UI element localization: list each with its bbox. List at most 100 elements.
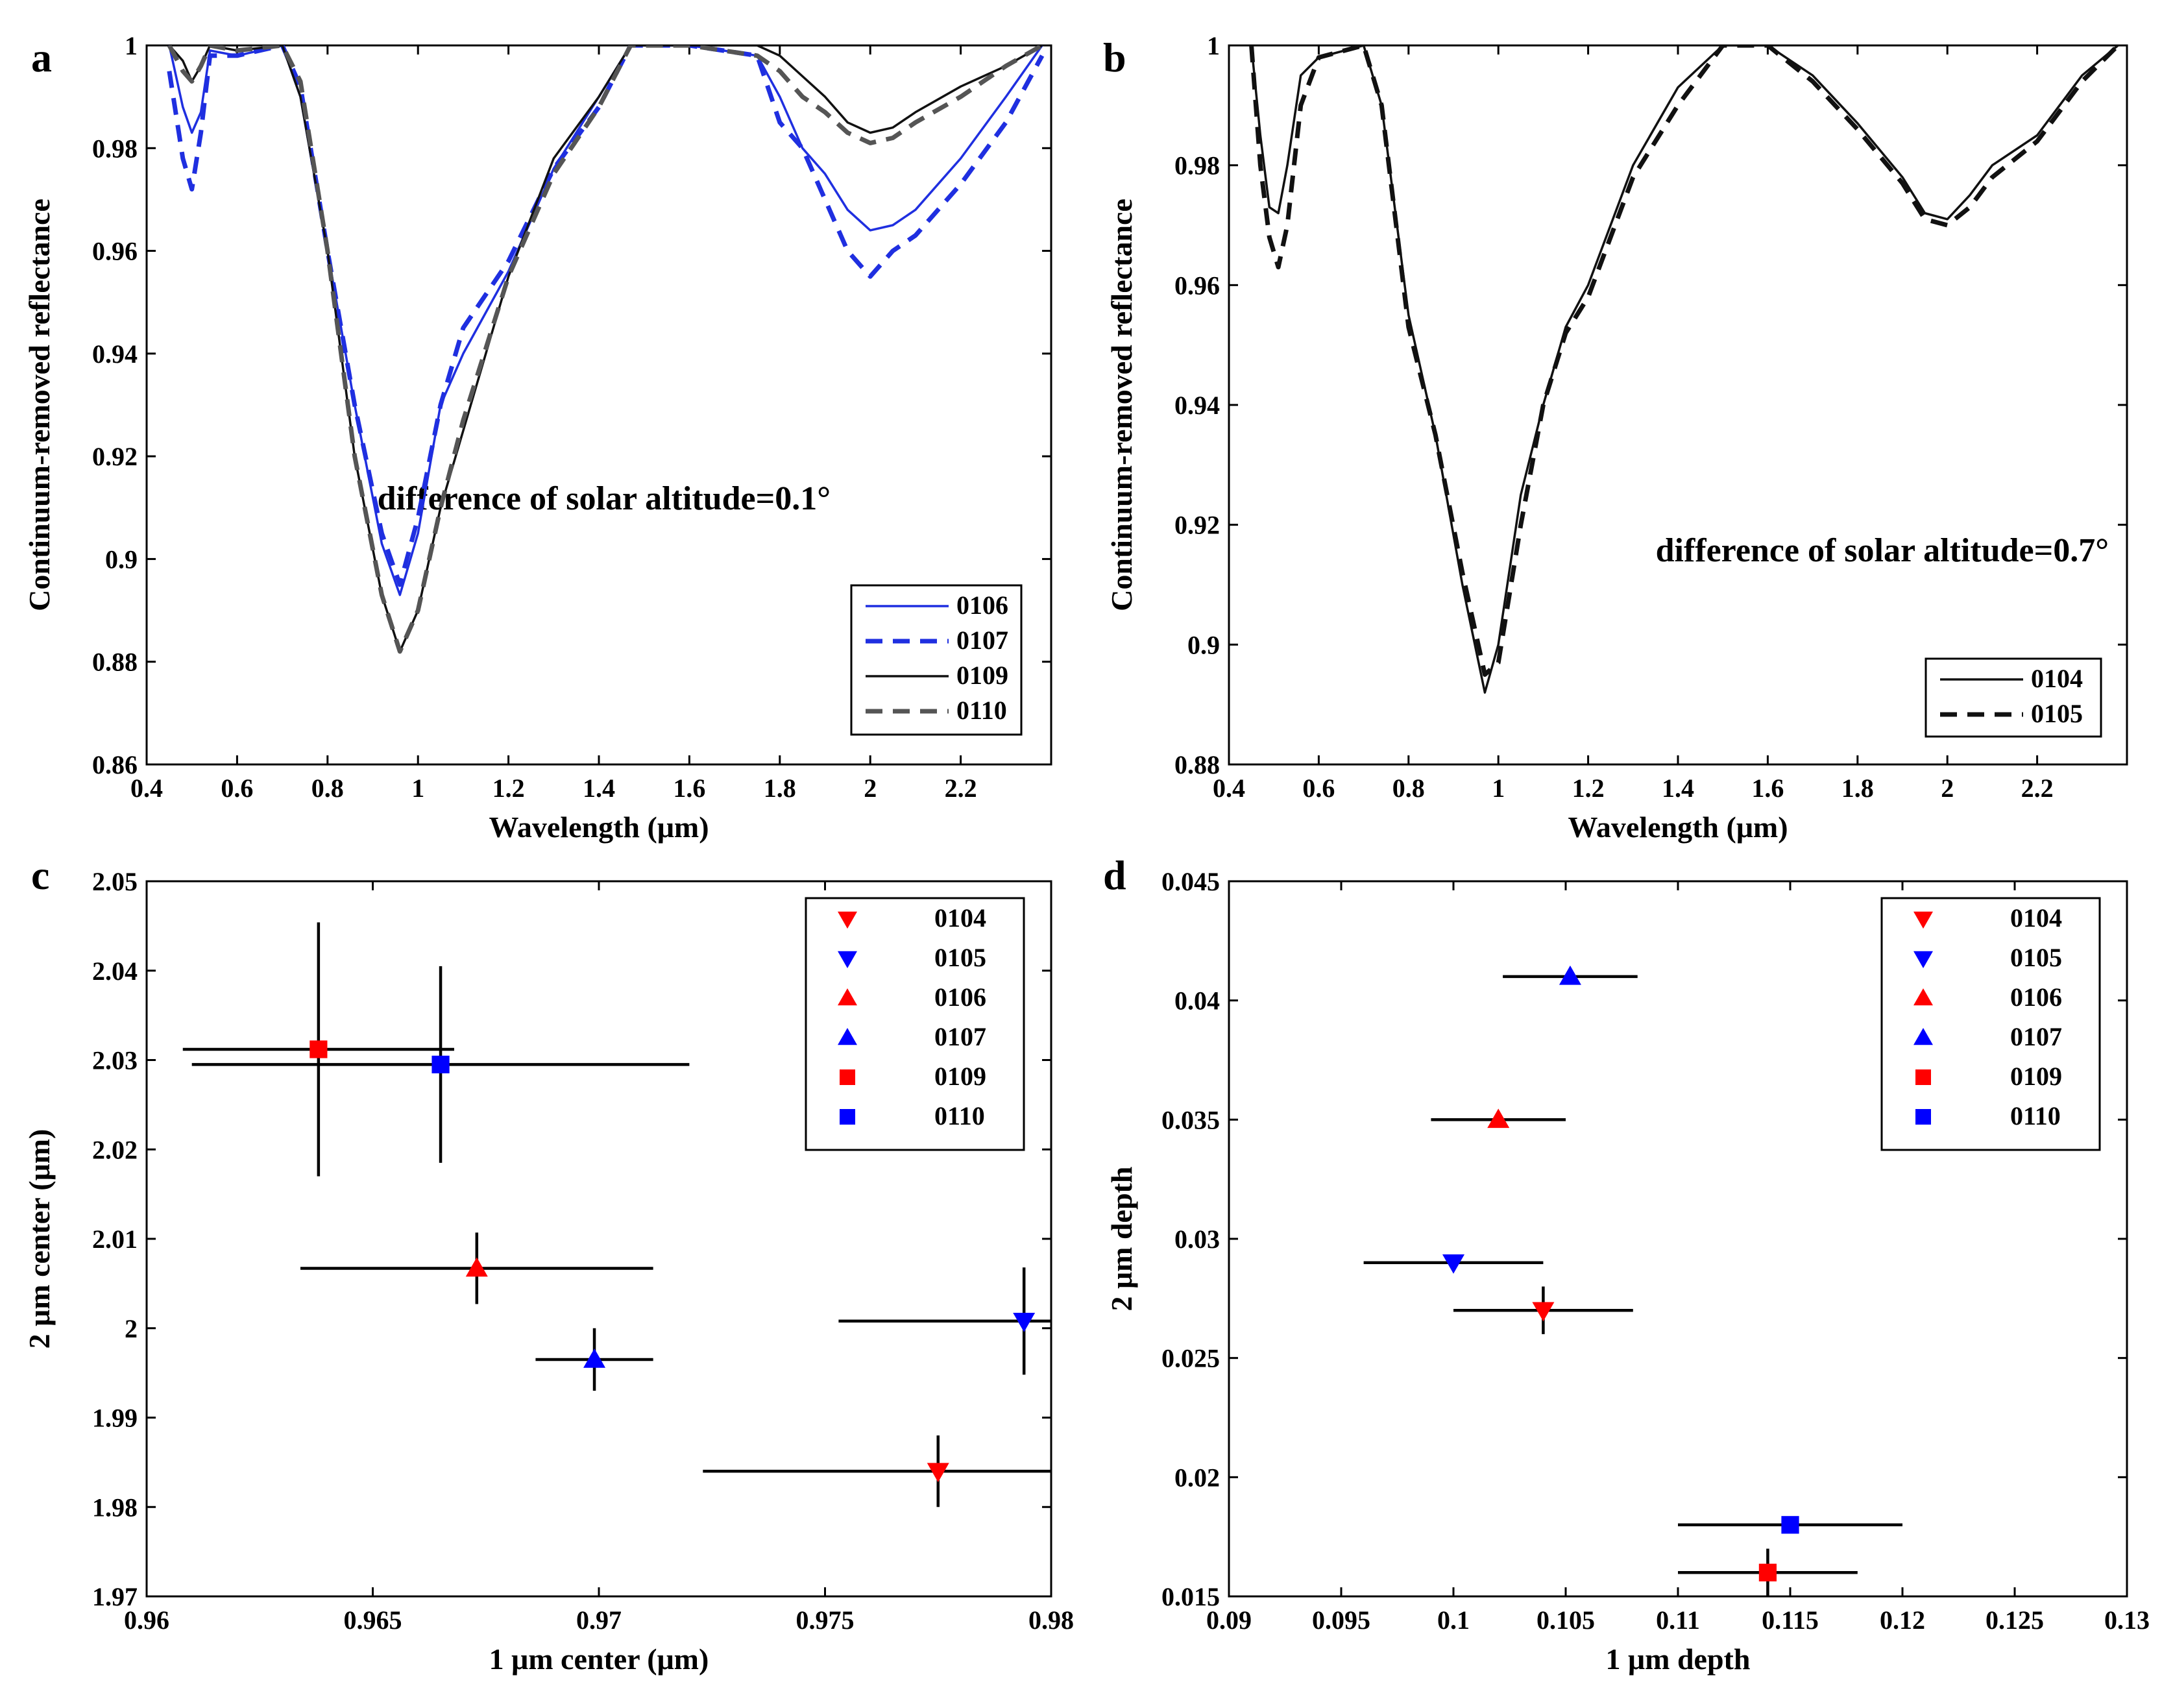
y-tick-label: 0.03 xyxy=(1174,1225,1220,1254)
point-0105 xyxy=(1442,1254,1464,1274)
point-0107 xyxy=(1559,965,1581,985)
y-tick-label: 0.04 xyxy=(1174,986,1220,1016)
x-tick-label: 0.965 xyxy=(344,1605,402,1635)
legend-marker-0107 xyxy=(1913,1028,1933,1045)
legend-marker-0104 xyxy=(838,911,857,929)
x-tick-label: 0.975 xyxy=(796,1605,855,1635)
annotation: difference of solar altitude=0.1° xyxy=(378,480,831,517)
series-line-0104 xyxy=(1250,45,2119,694)
y-tick-label: 0.94 xyxy=(1174,391,1220,420)
legend-marker-0109 xyxy=(1915,1069,1931,1085)
series-line-0109 xyxy=(168,45,1043,653)
point-0104 xyxy=(927,1463,949,1483)
y-tick-label: 0.96 xyxy=(92,237,138,266)
x-tick-label: 2 xyxy=(1941,774,1954,803)
legend-label: 0106 xyxy=(956,591,1008,620)
panel-d: d 0.09 0.095 0.1 0.105 0.11 0.115 0.12 0.125 0.13… xyxy=(1103,852,2150,1676)
x-tick-label: 0.6 xyxy=(1302,774,1335,803)
y-axis-label: Continuum-removed reflectance xyxy=(23,199,56,611)
y-tick-label: 2 xyxy=(125,1314,138,1343)
y-axis-label: Continuum-removed reflectance xyxy=(1105,199,1138,611)
legend-marker-0105 xyxy=(838,951,857,968)
x-tick-label: 0.96 xyxy=(124,1605,169,1635)
point-0106 xyxy=(465,1257,488,1277)
panel-b: b 0.4 0.6 0.8 1 1.2 1.4 1.6 1.8 2 2.2 0.88 0.9 0.92 0.… xyxy=(1103,31,2128,844)
y-tick-label: 0.98 xyxy=(92,134,138,163)
x-tick-label: 0.095 xyxy=(1312,1605,1370,1635)
y-axis-label: 2 μm center (μm) xyxy=(23,1129,56,1349)
y-tick-label: 2.05 xyxy=(92,867,138,896)
legend-marker-0109 xyxy=(840,1069,855,1085)
y-tick-label: 1.99 xyxy=(92,1404,138,1433)
x-tick-label: 0.105 xyxy=(1536,1605,1595,1635)
x-tick-label: 0.8 xyxy=(311,774,344,803)
legend-label: 0105 xyxy=(2031,699,2083,728)
y-tick-label: 0.96 xyxy=(1174,271,1220,300)
x-tick-label: 1 xyxy=(1492,774,1505,803)
legend-label: 0107 xyxy=(934,1022,986,1051)
x-tick-label: 0.12 xyxy=(1880,1605,1925,1635)
point-0106 xyxy=(1487,1108,1510,1128)
x-tick-label: 0.98 xyxy=(1028,1605,1074,1635)
legend-marker-0106 xyxy=(1913,988,1933,1006)
x-tick-label: 0.4 xyxy=(1213,774,1245,803)
legend-label: 0106 xyxy=(2010,982,2062,1012)
y-tick-label: 0.9 xyxy=(1187,630,1220,659)
point-0107 xyxy=(583,1348,606,1368)
legend-label: 0107 xyxy=(2010,1022,2062,1051)
y-tick-label: 2.01 xyxy=(92,1225,138,1254)
x-tick-label: 0.13 xyxy=(2104,1605,2150,1635)
legend-marker-0110 xyxy=(1915,1109,1931,1125)
legend-box xyxy=(805,897,1025,1151)
y-tick-label: 0.045 xyxy=(1161,867,1220,896)
y-tick-label: 0.025 xyxy=(1161,1344,1220,1373)
panel-c: c 0.96 0.965 0.97 0.975 0.98 1.97 1.98 1.99 2 2.01… xyxy=(23,852,1074,1676)
series-line-0107 xyxy=(167,45,1045,587)
legend-label: 0104 xyxy=(934,903,986,933)
y-tick-label: 0.86 xyxy=(92,750,138,779)
x-tick-label: 0.97 xyxy=(576,1605,622,1635)
x-tick-label: 2.2 xyxy=(945,774,977,803)
y-tick-label: 0.92 xyxy=(1174,511,1220,540)
y-tick-label: 0.02 xyxy=(1174,1463,1220,1492)
legend-label: 0107 xyxy=(956,626,1008,655)
x-tick-label: 0.8 xyxy=(1392,774,1425,803)
series-line-0105 xyxy=(1249,45,2120,677)
y-tick-label: 1.98 xyxy=(92,1493,138,1522)
x-tick-label: 0.6 xyxy=(221,774,253,803)
x-axis-label: 1 μm depth xyxy=(1606,1642,1751,1676)
x-tick-label: 1.2 xyxy=(492,774,525,803)
data-layer xyxy=(1363,965,1902,1596)
annotation: difference of solar altitude=0.7° xyxy=(1656,532,2109,569)
legend-marker-0110 xyxy=(840,1109,855,1125)
legend-marker-0107 xyxy=(838,1028,857,1045)
point-0109 xyxy=(310,1040,328,1058)
x-tick-label: 0.125 xyxy=(1986,1605,2044,1635)
x-tick-label: 1.4 xyxy=(583,774,615,803)
y-tick-label: 2.04 xyxy=(92,957,138,986)
x-tick-label: 1.2 xyxy=(1572,774,1605,803)
y-tick-label: 0.9 xyxy=(105,544,138,574)
legend-label: 0109 xyxy=(934,1062,986,1091)
legend-label: 0104 xyxy=(2010,903,2062,933)
x-axis-label: Wavelength (μm) xyxy=(489,811,709,844)
y-tick-label: 0.92 xyxy=(92,442,138,471)
point-0104 xyxy=(1532,1302,1555,1322)
x-tick-label: 0.115 xyxy=(1762,1605,1819,1635)
y-tick-label: 0.98 xyxy=(1174,151,1220,180)
panel-label: c xyxy=(31,852,49,898)
y-tick-label: 0.88 xyxy=(1174,750,1220,779)
y-tick-label: 1.97 xyxy=(92,1582,138,1611)
legend-marker-0105 xyxy=(1913,951,1933,968)
y-tick-label: 1 xyxy=(1207,31,1220,60)
data-layer xyxy=(182,922,1051,1507)
x-tick-label: 0.11 xyxy=(1656,1605,1700,1635)
panel-label: d xyxy=(1103,852,1126,898)
y-axis-label: 2 μm depth xyxy=(1105,1167,1138,1312)
x-axis-label: 1 μm center (μm) xyxy=(489,1642,709,1676)
data-layer xyxy=(167,45,1045,654)
point-0110 xyxy=(431,1055,450,1073)
y-tick-label: 2.02 xyxy=(92,1135,138,1164)
x-tick-label: 1.8 xyxy=(1841,774,1874,803)
